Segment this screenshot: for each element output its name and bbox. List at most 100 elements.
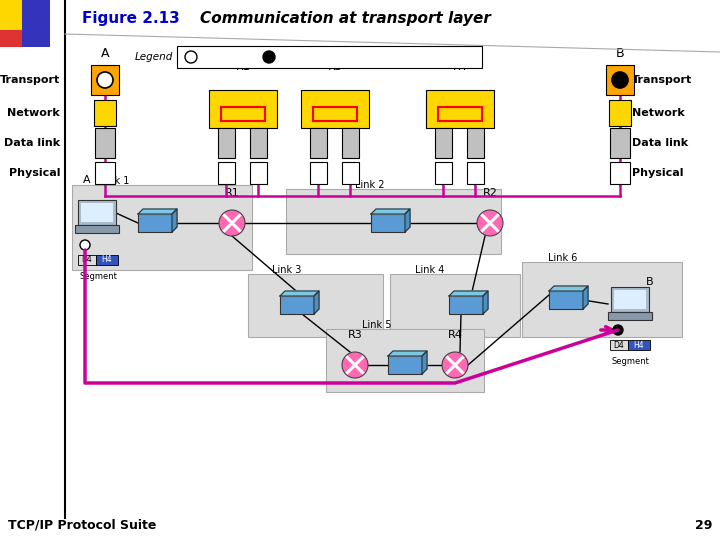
Text: B: B [646,277,654,287]
Bar [78,255,96,265]
Text: R1: R1 [225,188,239,198]
Bar [96,255,118,265]
Bar [449,296,483,314]
Text: Link 2: Link 2 [355,180,384,190]
Polygon shape [583,286,588,309]
Polygon shape [314,291,319,314]
Circle shape [80,240,90,250]
Bar [0,30,50,47]
Bar [341,128,359,158]
Text: Figure 2.13: Figure 2.13 [82,11,180,26]
Circle shape [342,352,368,378]
Text: Link 1: Link 1 [100,176,130,186]
Bar [610,340,628,350]
Text: Link 6: Link 6 [548,253,577,263]
Text: D4: D4 [81,255,92,265]
Text: Link 4: Link 4 [415,265,444,275]
Text: TCP/IP Protocol Suite: TCP/IP Protocol Suite [8,519,156,532]
Text: Network: Network [7,108,60,118]
Text: Link 5: Link 5 [362,320,392,330]
Text: A: A [84,175,91,185]
Polygon shape [405,209,410,232]
Bar [388,356,422,374]
Polygon shape [422,351,427,374]
Text: R2: R2 [482,188,498,198]
Text: Source: Source [201,52,237,62]
Bar [608,312,652,320]
Bar [522,262,682,337]
Text: R4: R4 [448,330,462,340]
Polygon shape [138,209,177,214]
Bar [78,200,116,225]
Bar [280,296,314,314]
Text: 29: 29 [695,519,712,532]
Circle shape [263,51,275,63]
Bar [606,65,634,95]
Circle shape [442,352,468,378]
Bar [434,128,451,158]
Text: D4: D4 [613,341,624,349]
Text: Segment: Segment [79,272,117,281]
Bar [138,214,172,232]
Bar [628,340,650,350]
Bar [217,128,235,158]
Text: Destination: Destination [279,52,339,62]
Polygon shape [449,291,488,296]
Text: Physical: Physical [632,168,683,178]
Text: Link 3: Link 3 [272,265,302,275]
Bar [426,90,494,128]
Bar [250,128,266,158]
Circle shape [477,210,503,236]
Text: Segment: Segment [611,357,649,366]
Bar [0,0,50,33]
Bar [217,162,235,184]
Bar [467,128,484,158]
Circle shape [185,51,197,63]
Text: Transport: Transport [632,75,692,85]
Text: H4: H4 [634,341,644,349]
Circle shape [219,210,245,236]
Bar [91,65,119,95]
Text: Legend: Legend [135,52,173,62]
Bar [438,107,482,121]
Bar [75,225,119,233]
Text: A: A [101,47,109,60]
Bar [221,107,265,121]
Text: R4: R4 [453,62,467,72]
Bar [94,100,116,126]
Polygon shape [172,209,177,232]
Polygon shape [483,291,488,314]
Bar [209,90,277,128]
Bar [310,162,326,184]
Bar [610,162,630,184]
Text: Communication at transport layer: Communication at transport layer [200,11,491,26]
Bar [326,329,484,392]
Bar [286,189,501,254]
Circle shape [613,325,623,335]
Text: R3: R3 [328,62,343,72]
Bar [341,162,359,184]
Bar [313,107,357,121]
Bar [81,203,113,222]
Bar [610,128,630,158]
Bar [250,162,266,184]
Bar [609,100,631,126]
Bar [248,274,383,337]
Bar [95,128,115,158]
Text: Network: Network [632,108,685,118]
Text: Transport: Transport [0,75,60,85]
Text: B: B [616,47,624,60]
Bar [301,90,369,128]
Polygon shape [371,209,410,214]
Bar [72,185,252,270]
Text: R1: R1 [235,62,251,72]
Bar [614,290,646,309]
Text: Physical: Physical [9,168,60,178]
Bar [434,162,451,184]
Text: D  Data: D Data [355,52,395,62]
Text: Data link: Data link [4,138,60,148]
Bar [22,0,50,47]
Bar [390,274,520,337]
Polygon shape [549,286,588,291]
Bar [310,128,326,158]
